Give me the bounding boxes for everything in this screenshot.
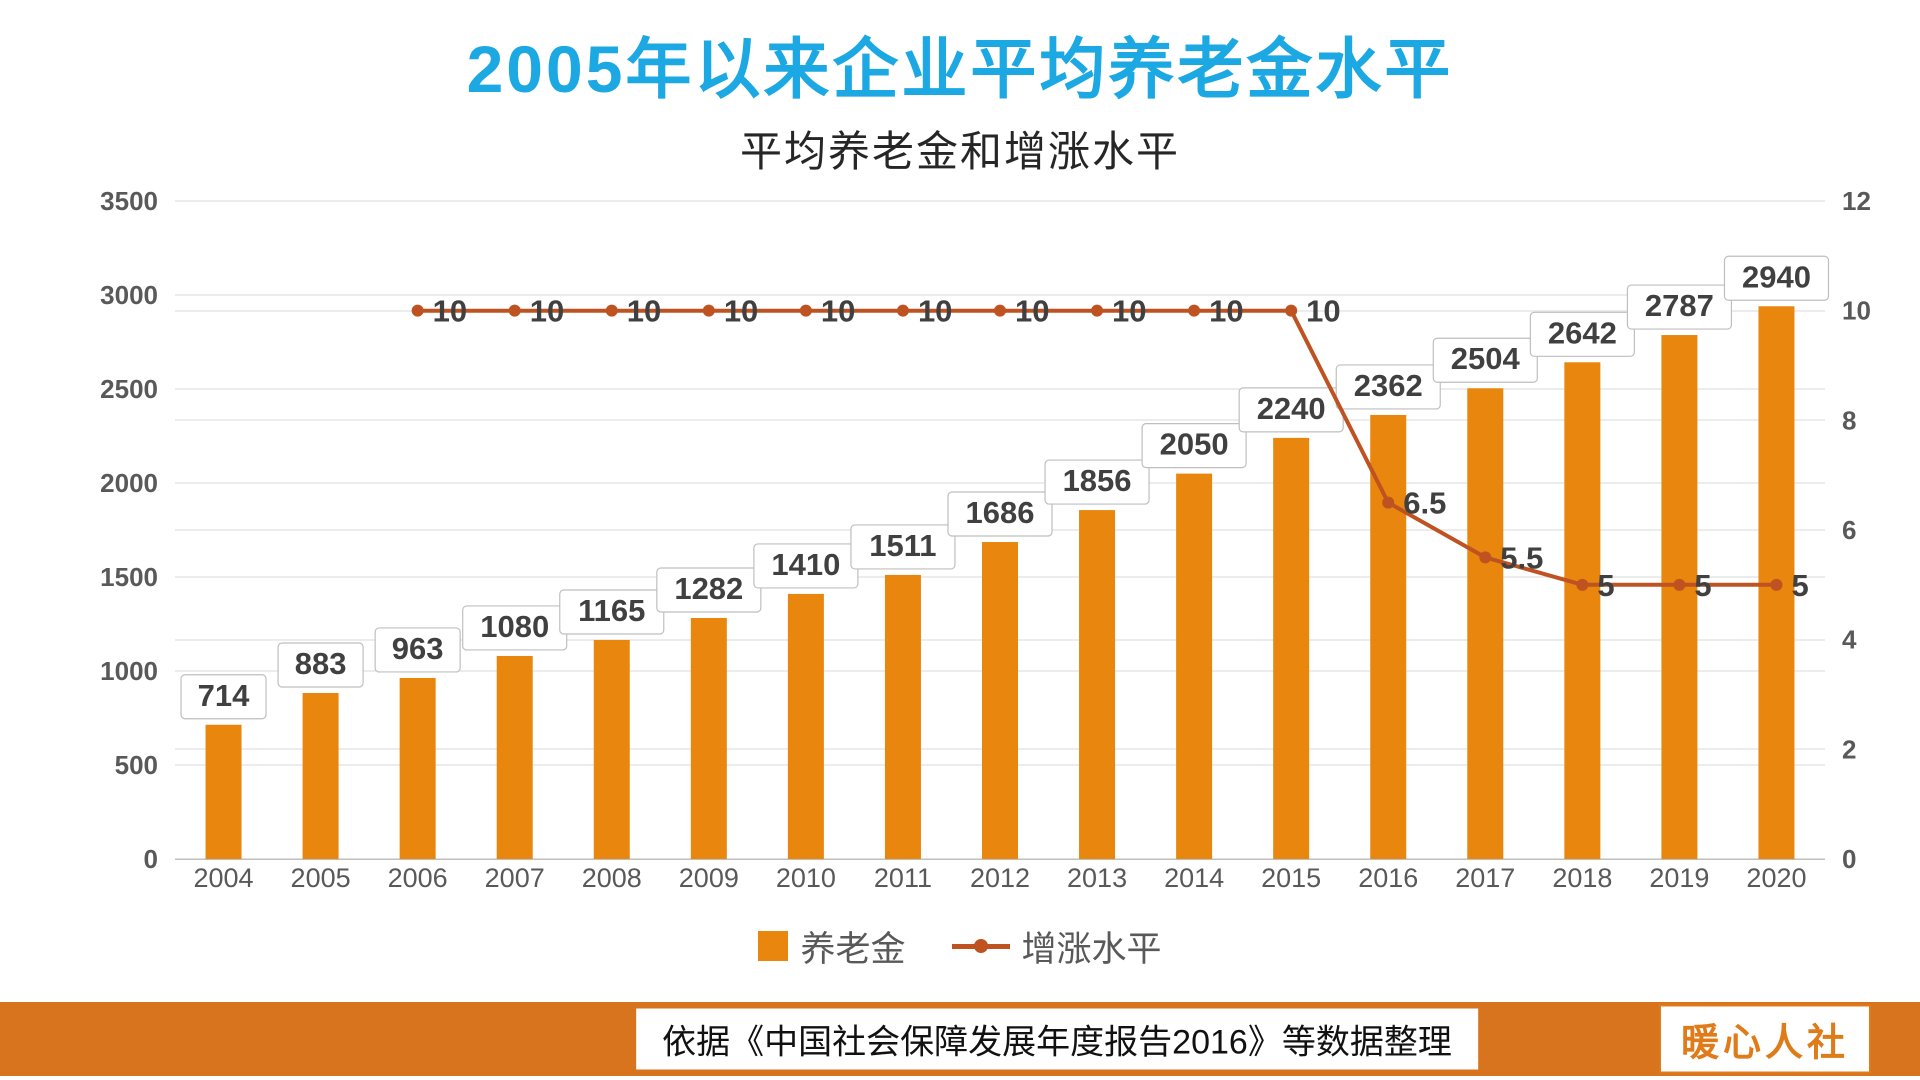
svg-text:2019: 2019 <box>1649 863 1709 893</box>
svg-text:5: 5 <box>1597 568 1614 603</box>
svg-text:2000: 2000 <box>100 468 158 498</box>
svg-text:1282: 1282 <box>674 571 743 606</box>
svg-text:2013: 2013 <box>1067 863 1127 893</box>
legend-label-growth: 增涨水平 <box>1021 929 1162 969</box>
svg-text:10: 10 <box>530 294 564 329</box>
svg-text:2016: 2016 <box>1358 863 1418 893</box>
svg-text:6.5: 6.5 <box>1403 486 1446 521</box>
svg-text:2010: 2010 <box>776 863 836 893</box>
svg-text:6: 6 <box>1842 515 1856 545</box>
svg-text:2362: 2362 <box>1354 368 1423 403</box>
svg-text:3000: 3000 <box>100 280 158 310</box>
svg-text:10: 10 <box>1209 294 1243 329</box>
svg-text:10: 10 <box>724 294 758 329</box>
svg-text:500: 500 <box>115 750 158 780</box>
svg-text:10: 10 <box>433 294 467 329</box>
svg-text:1000: 1000 <box>100 656 158 686</box>
svg-text:0: 0 <box>1842 844 1856 874</box>
svg-text:2018: 2018 <box>1552 863 1612 893</box>
svg-text:1856: 1856 <box>1063 463 1132 498</box>
svg-text:2787: 2787 <box>1645 288 1714 323</box>
chart-subtitle: 平均养老金和增涨水平 <box>739 128 1180 175</box>
page-title: 2005年以来企业平均养老金水平 <box>466 32 1454 106</box>
svg-text:2007: 2007 <box>485 863 545 893</box>
chart-canvas: 0 500 1000 1500 2000 2500 3000 3500 0 2 4 6 8 10 12 200… <box>100 186 1871 893</box>
svg-text:2004: 2004 <box>193 863 253 893</box>
svg-text:5: 5 <box>1791 568 1808 603</box>
bar-swatch-icon <box>758 931 789 961</box>
svg-text:3500: 3500 <box>100 186 158 216</box>
svg-text:10: 10 <box>1306 294 1340 329</box>
svg-text:883: 883 <box>295 646 347 681</box>
svg-text:2005: 2005 <box>291 863 351 893</box>
svg-text:4: 4 <box>1842 625 1857 655</box>
svg-text:2020: 2020 <box>1746 863 1806 893</box>
source-box: 依据《中国社会保障发展年度报告2016》等数据整理 <box>636 1008 1478 1070</box>
svg-text:714: 714 <box>198 678 250 713</box>
legend-label-pension: 养老金 <box>800 929 906 969</box>
svg-text:5.5: 5.5 <box>1500 540 1543 575</box>
line-group <box>411 304 1783 591</box>
svg-text:12: 12 <box>1842 186 1871 216</box>
svg-text:1165: 1165 <box>578 593 645 628</box>
line-swatch-icon <box>951 938 1010 953</box>
svg-text:10: 10 <box>1842 296 1871 326</box>
svg-text:2: 2 <box>1842 734 1856 764</box>
bar-data-labels: 714 883 963 1080 1165 1282 1410 1511 1686 1856 205… <box>180 255 1830 720</box>
brand-badge: 暖心人社 <box>1658 1004 1871 1074</box>
axis-tick-labels: 0 500 1000 1500 2000 2500 3000 3500 0 2 4 6 8 10 12 <box>100 186 1871 874</box>
svg-text:10: 10 <box>627 294 661 329</box>
svg-text:2240: 2240 <box>1257 391 1326 426</box>
svg-text:10: 10 <box>1015 294 1049 329</box>
svg-text:2006: 2006 <box>388 863 448 893</box>
svg-text:0: 0 <box>144 844 158 874</box>
svg-text:2500: 2500 <box>100 374 158 404</box>
svg-text:5: 5 <box>1694 568 1711 603</box>
svg-text:10: 10 <box>918 294 952 329</box>
chart-legend: 养老金 增涨水平 <box>0 918 1920 974</box>
svg-text:2011: 2011 <box>874 863 932 893</box>
brand-text: 暖心人社 <box>1680 1022 1849 1065</box>
svg-text:2642: 2642 <box>1548 315 1617 350</box>
svg-text:2050: 2050 <box>1160 427 1229 462</box>
legend-item-pension: 养老金 <box>758 921 906 972</box>
svg-text:2017: 2017 <box>1455 863 1515 893</box>
svg-text:2008: 2008 <box>582 863 642 893</box>
source-text: 依据《中国社会保障发展年度报告2016》等数据整理 <box>662 1023 1452 1062</box>
svg-text:1511: 1511 <box>869 528 936 563</box>
svg-text:1410: 1410 <box>771 547 840 582</box>
svg-text:2504: 2504 <box>1451 341 1521 376</box>
svg-text:2012: 2012 <box>970 863 1030 893</box>
x-axis-labels: 2004 2005 2006 2007 2008 2009 2010 2011 2012 2013… <box>193 863 1806 893</box>
svg-text:2015: 2015 <box>1261 863 1321 893</box>
line-data-labels: 10 10 10 10 10 10 10 10 10 10 6.5 5.5 5 5 5 <box>433 294 1809 603</box>
svg-text:1686: 1686 <box>966 495 1035 530</box>
svg-text:963: 963 <box>392 631 444 666</box>
legend-item-growth: 增涨水平 <box>951 921 1162 972</box>
svg-text:1080: 1080 <box>480 609 549 644</box>
svg-text:8: 8 <box>1842 405 1856 435</box>
footer-band: 依据《中国社会保障发展年度报告2016》等数据整理 暖心人社 <box>0 1002 1920 1076</box>
svg-text:1500: 1500 <box>100 562 158 592</box>
svg-text:2014: 2014 <box>1164 863 1224 893</box>
svg-text:10: 10 <box>1112 294 1146 329</box>
svg-text:10: 10 <box>821 294 855 329</box>
svg-text:2009: 2009 <box>679 863 739 893</box>
svg-text:2940: 2940 <box>1742 259 1811 294</box>
